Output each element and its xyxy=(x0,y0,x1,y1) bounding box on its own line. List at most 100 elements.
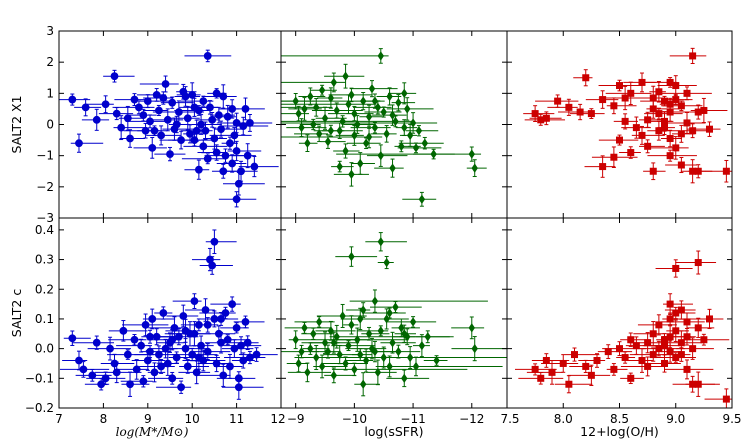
data-point xyxy=(380,331,416,354)
data-point xyxy=(313,354,348,379)
data-point xyxy=(298,87,326,106)
data-point xyxy=(613,113,638,130)
data-point xyxy=(591,146,638,168)
data-point xyxy=(686,308,724,330)
data-point xyxy=(649,81,666,103)
data-point xyxy=(321,124,345,137)
data-point xyxy=(374,158,404,178)
data-point xyxy=(137,125,168,137)
data-point xyxy=(310,84,337,96)
x-tick-label: 11 xyxy=(229,412,244,426)
data-point xyxy=(518,372,564,385)
data-point xyxy=(558,103,589,121)
data-point xyxy=(643,162,666,181)
data-point xyxy=(218,191,257,208)
data-point xyxy=(240,347,278,362)
data-point xyxy=(288,97,322,121)
data-point xyxy=(238,156,279,178)
data-point xyxy=(147,362,166,383)
y-tick-label: 0.0 xyxy=(35,342,54,356)
data-point xyxy=(362,340,400,363)
data-point xyxy=(584,155,616,178)
data-point xyxy=(398,136,444,150)
data-point xyxy=(669,47,707,65)
data-point xyxy=(85,95,114,114)
data-point xyxy=(365,93,385,109)
data-point xyxy=(185,298,215,322)
x-tick-label: 8.0 xyxy=(554,412,573,426)
data-point xyxy=(671,124,695,143)
data-point xyxy=(219,97,265,121)
data-point xyxy=(650,111,674,132)
data-point xyxy=(639,111,664,128)
data-point xyxy=(142,308,176,330)
data-point xyxy=(606,363,628,376)
y-tick-label: 0.2 xyxy=(35,282,54,296)
data-point xyxy=(362,307,406,319)
data-point xyxy=(71,335,115,350)
data-point xyxy=(147,329,182,351)
data-point xyxy=(191,247,221,272)
data-point xyxy=(193,100,218,115)
data-point xyxy=(281,48,389,64)
data-point xyxy=(201,84,237,109)
data-point xyxy=(113,115,147,141)
data-point xyxy=(343,315,359,335)
y-tick-label: −2 xyxy=(36,180,54,194)
data-point xyxy=(663,293,693,315)
y-axis-label: SALT2 X1 xyxy=(9,95,24,153)
data-point xyxy=(704,388,732,409)
x-tick-label: −12 xyxy=(459,412,484,426)
data-point xyxy=(227,140,262,162)
data-point xyxy=(354,372,380,397)
data-point xyxy=(423,355,448,366)
data-point xyxy=(397,142,442,154)
data-point xyxy=(317,87,343,109)
data-point xyxy=(681,333,730,346)
x-tick-label: 9 xyxy=(144,412,152,426)
data-point xyxy=(211,163,245,179)
data-point xyxy=(184,49,232,63)
data-point xyxy=(59,93,91,106)
data-point xyxy=(335,124,364,146)
data-point xyxy=(287,362,332,383)
data-point xyxy=(526,360,563,385)
data-point xyxy=(114,359,149,380)
data-point xyxy=(372,104,407,126)
data-point xyxy=(687,121,721,137)
data-point xyxy=(346,302,371,318)
data-point xyxy=(661,325,692,349)
data-point xyxy=(664,359,714,380)
data-point xyxy=(672,371,720,397)
data-point xyxy=(403,346,507,369)
data-point xyxy=(416,330,454,344)
data-point xyxy=(168,321,211,347)
data-point xyxy=(335,246,378,267)
data-point xyxy=(644,107,683,120)
data-point xyxy=(210,296,241,312)
y-tick-label: 0.3 xyxy=(35,253,54,267)
data-point xyxy=(213,353,243,379)
data-point xyxy=(328,105,374,122)
data-point xyxy=(399,356,426,377)
data-point xyxy=(412,334,430,358)
data-point xyxy=(133,137,167,159)
data-point xyxy=(179,359,210,374)
data-point xyxy=(298,134,318,153)
data-point xyxy=(668,306,696,320)
data-point xyxy=(240,335,259,351)
data-point xyxy=(184,159,210,180)
data-point xyxy=(386,369,430,388)
data-point xyxy=(451,336,507,362)
data-point xyxy=(377,255,394,270)
data-point xyxy=(194,317,219,333)
data-point xyxy=(223,336,262,356)
data-point xyxy=(569,108,605,119)
data-point xyxy=(688,164,713,179)
data-point xyxy=(103,69,135,83)
panel-top-left: 3 2 1 0 −1 −2 −3 SALT2 X1 xyxy=(9,24,282,225)
data-point xyxy=(119,129,146,148)
y-tick-label: 1 xyxy=(46,86,54,100)
data-point xyxy=(647,149,697,162)
